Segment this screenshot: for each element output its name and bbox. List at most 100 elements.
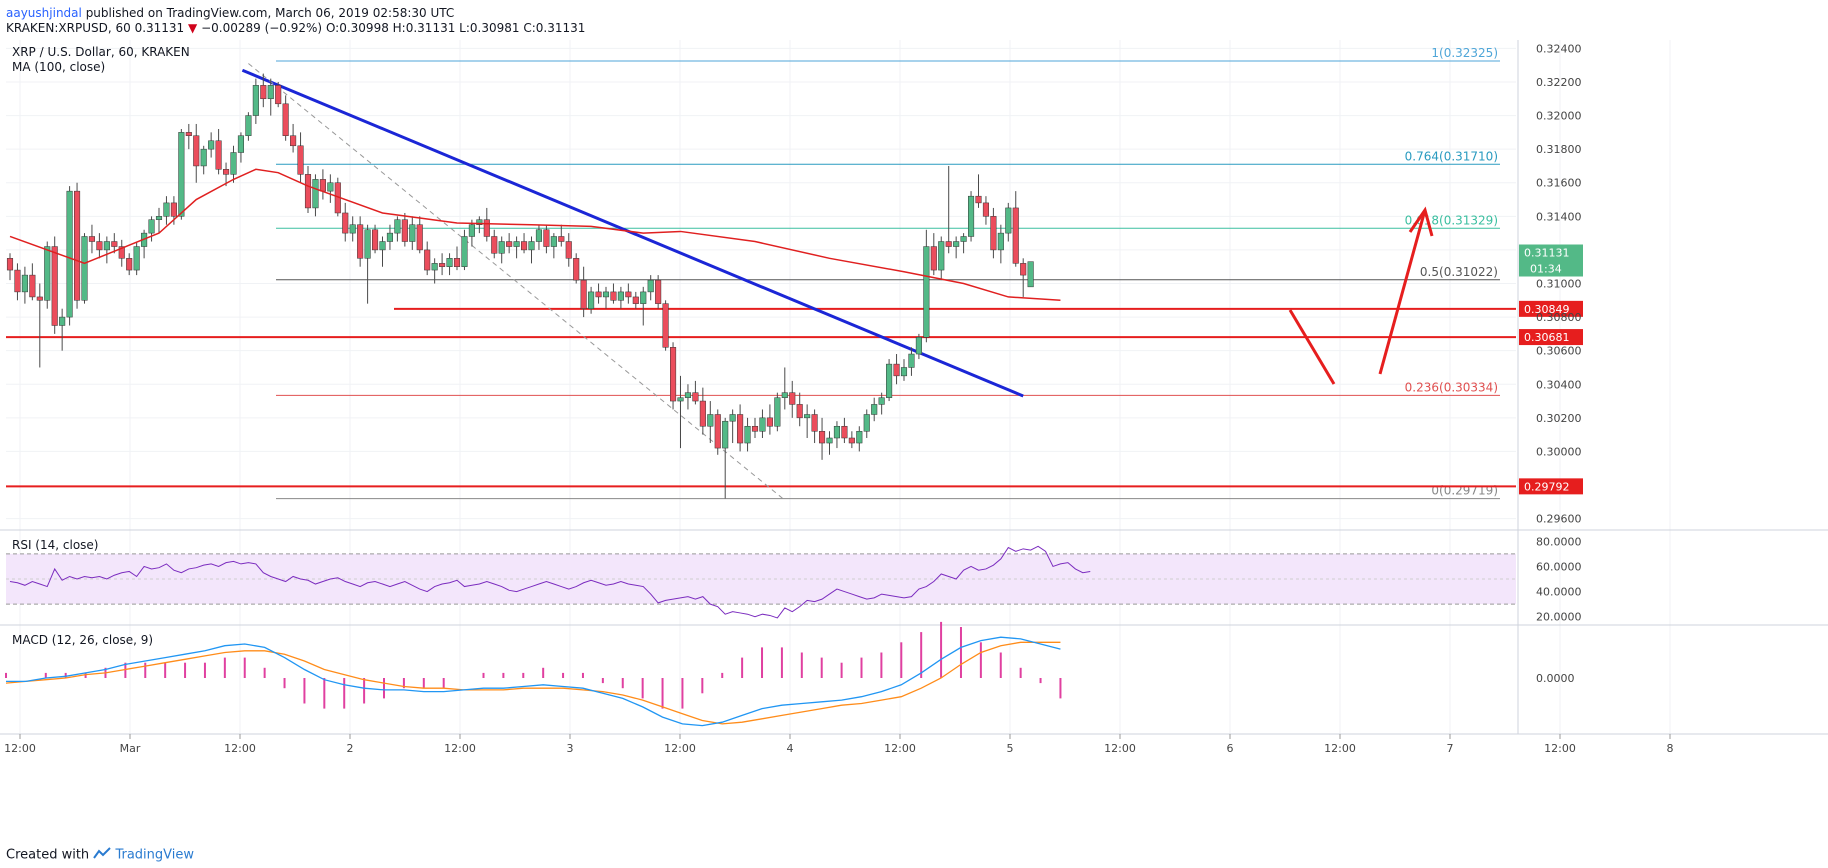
candle-body: [461, 236, 468, 267]
time-tick-label: 3: [567, 742, 574, 755]
candles: [6, 73, 1034, 499]
change-down-icon: ▼: [188, 21, 198, 35]
candle-body: [386, 232, 393, 242]
candle-body: [111, 241, 118, 247]
chart-background: [6, 40, 1671, 734]
candle-body: [521, 241, 528, 251]
candle-body: [29, 274, 36, 298]
tradingview-link[interactable]: TradingView: [115, 847, 194, 863]
candle-body: [170, 202, 177, 217]
author-link[interactable]: aayushjindal: [6, 6, 82, 20]
candle-body: [349, 224, 356, 234]
candle-body: [446, 258, 453, 267]
chart-area[interactable]: 1(0.32325)0.764(0.31710)0.618(0.31329)0.…: [0, 40, 1828, 842]
candle-body: [625, 291, 632, 298]
candle-body: [804, 414, 811, 419]
candle-body: [282, 103, 289, 136]
candle-body: [655, 279, 662, 304]
candle-body: [699, 400, 706, 427]
symbol-label: KRAKEN:XRPUSD, 60: [6, 21, 131, 35]
rsi-tick-label: 20.0000: [1536, 611, 1582, 624]
drawn-lines: [241, 63, 1024, 501]
price-tick-label: 0.30000: [1536, 445, 1582, 458]
candle-body: [677, 397, 684, 402]
candle-body: [453, 258, 461, 267]
ma-indicator-label: MA (100, close): [12, 60, 105, 74]
price-tick-label: 0.32200: [1536, 76, 1582, 89]
candle-body: [476, 219, 483, 225]
candle-body: [632, 296, 639, 304]
candle-body: [848, 437, 855, 444]
ma-100-line: [9, 168, 1061, 302]
countdown-badge: [1519, 260, 1583, 277]
candle-body: [364, 229, 371, 259]
macd-pane-title: MACD (12, 26, close, 9): [12, 633, 153, 647]
candle-body: [796, 404, 803, 419]
candle-body: [193, 135, 200, 167]
candle-body: [133, 246, 140, 271]
candle-body: [893, 363, 900, 377]
price-tick-label: 0.31800: [1536, 143, 1582, 156]
candle-body: [602, 291, 610, 298]
support-price-badge: [1519, 300, 1583, 317]
candle-body: [498, 241, 505, 254]
candle-body: [543, 229, 550, 247]
rsi-line: [9, 545, 1091, 619]
candle-body: [126, 258, 133, 271]
time-tick-label: 12:00: [1324, 742, 1356, 755]
candle-body: [96, 241, 103, 251]
candle-body: [379, 241, 386, 251]
footer: Created with TradingView: [0, 842, 1828, 868]
candle-body: [744, 425, 751, 444]
candle-body: [960, 236, 967, 242]
down-arrow-line: [1288, 309, 1336, 385]
price-change: −0.00289 (−0.92%): [201, 21, 323, 35]
price-tick-label: 0.32000: [1536, 110, 1582, 123]
candle-body: [36, 296, 43, 301]
candle-body: [416, 224, 423, 251]
candle-body: [751, 425, 759, 432]
candle-body: [930, 246, 937, 271]
rsi-band: [6, 553, 1516, 605]
support-price-badge: [1519, 478, 1583, 495]
candle-body: [565, 241, 572, 259]
rsi-tick-label: 40.0000: [1536, 586, 1582, 599]
candle-body: [982, 202, 990, 217]
candle-body: [401, 219, 408, 242]
time-tick-label: 12:00: [4, 742, 36, 755]
candle-body: [468, 224, 475, 237]
candle-body: [707, 414, 714, 427]
support-price-label: 0.29792: [1524, 480, 1570, 493]
candle-body: [759, 417, 766, 432]
candle-body: [826, 437, 833, 444]
candle-body: [267, 85, 274, 100]
time-tick-label: 12:00: [1544, 742, 1576, 755]
candle-body: [342, 212, 349, 234]
candle-body: [59, 316, 66, 326]
up-arrow-head: [1408, 206, 1434, 237]
candle-body: [1027, 261, 1034, 288]
candle-body: [945, 241, 952, 247]
candle-body: [558, 236, 565, 242]
candle-body: [163, 202, 170, 217]
candle-body: [938, 241, 945, 271]
price-tick-label: 0.31400: [1536, 210, 1582, 223]
candle-body: [610, 291, 617, 301]
candle-body: [729, 414, 736, 422]
candle-body: [968, 195, 975, 237]
candle-body: [252, 85, 259, 116]
candle-body: [148, 219, 155, 234]
candle-body: [595, 291, 602, 298]
time-tick-label: 12:00: [664, 742, 696, 755]
candle-body: [774, 397, 781, 427]
candle-body: [513, 241, 520, 247]
candle-body: [953, 241, 960, 247]
candle-body: [692, 392, 699, 402]
time-tick-label: 12:00: [1104, 742, 1136, 755]
candle-body: [431, 263, 438, 271]
created-with-label: Created with: [6, 847, 90, 863]
candle-body: [662, 303, 669, 348]
last-price: 0.31131: [134, 21, 185, 35]
candle-body: [781, 392, 788, 398]
rsi-pane: [6, 545, 1516, 619]
